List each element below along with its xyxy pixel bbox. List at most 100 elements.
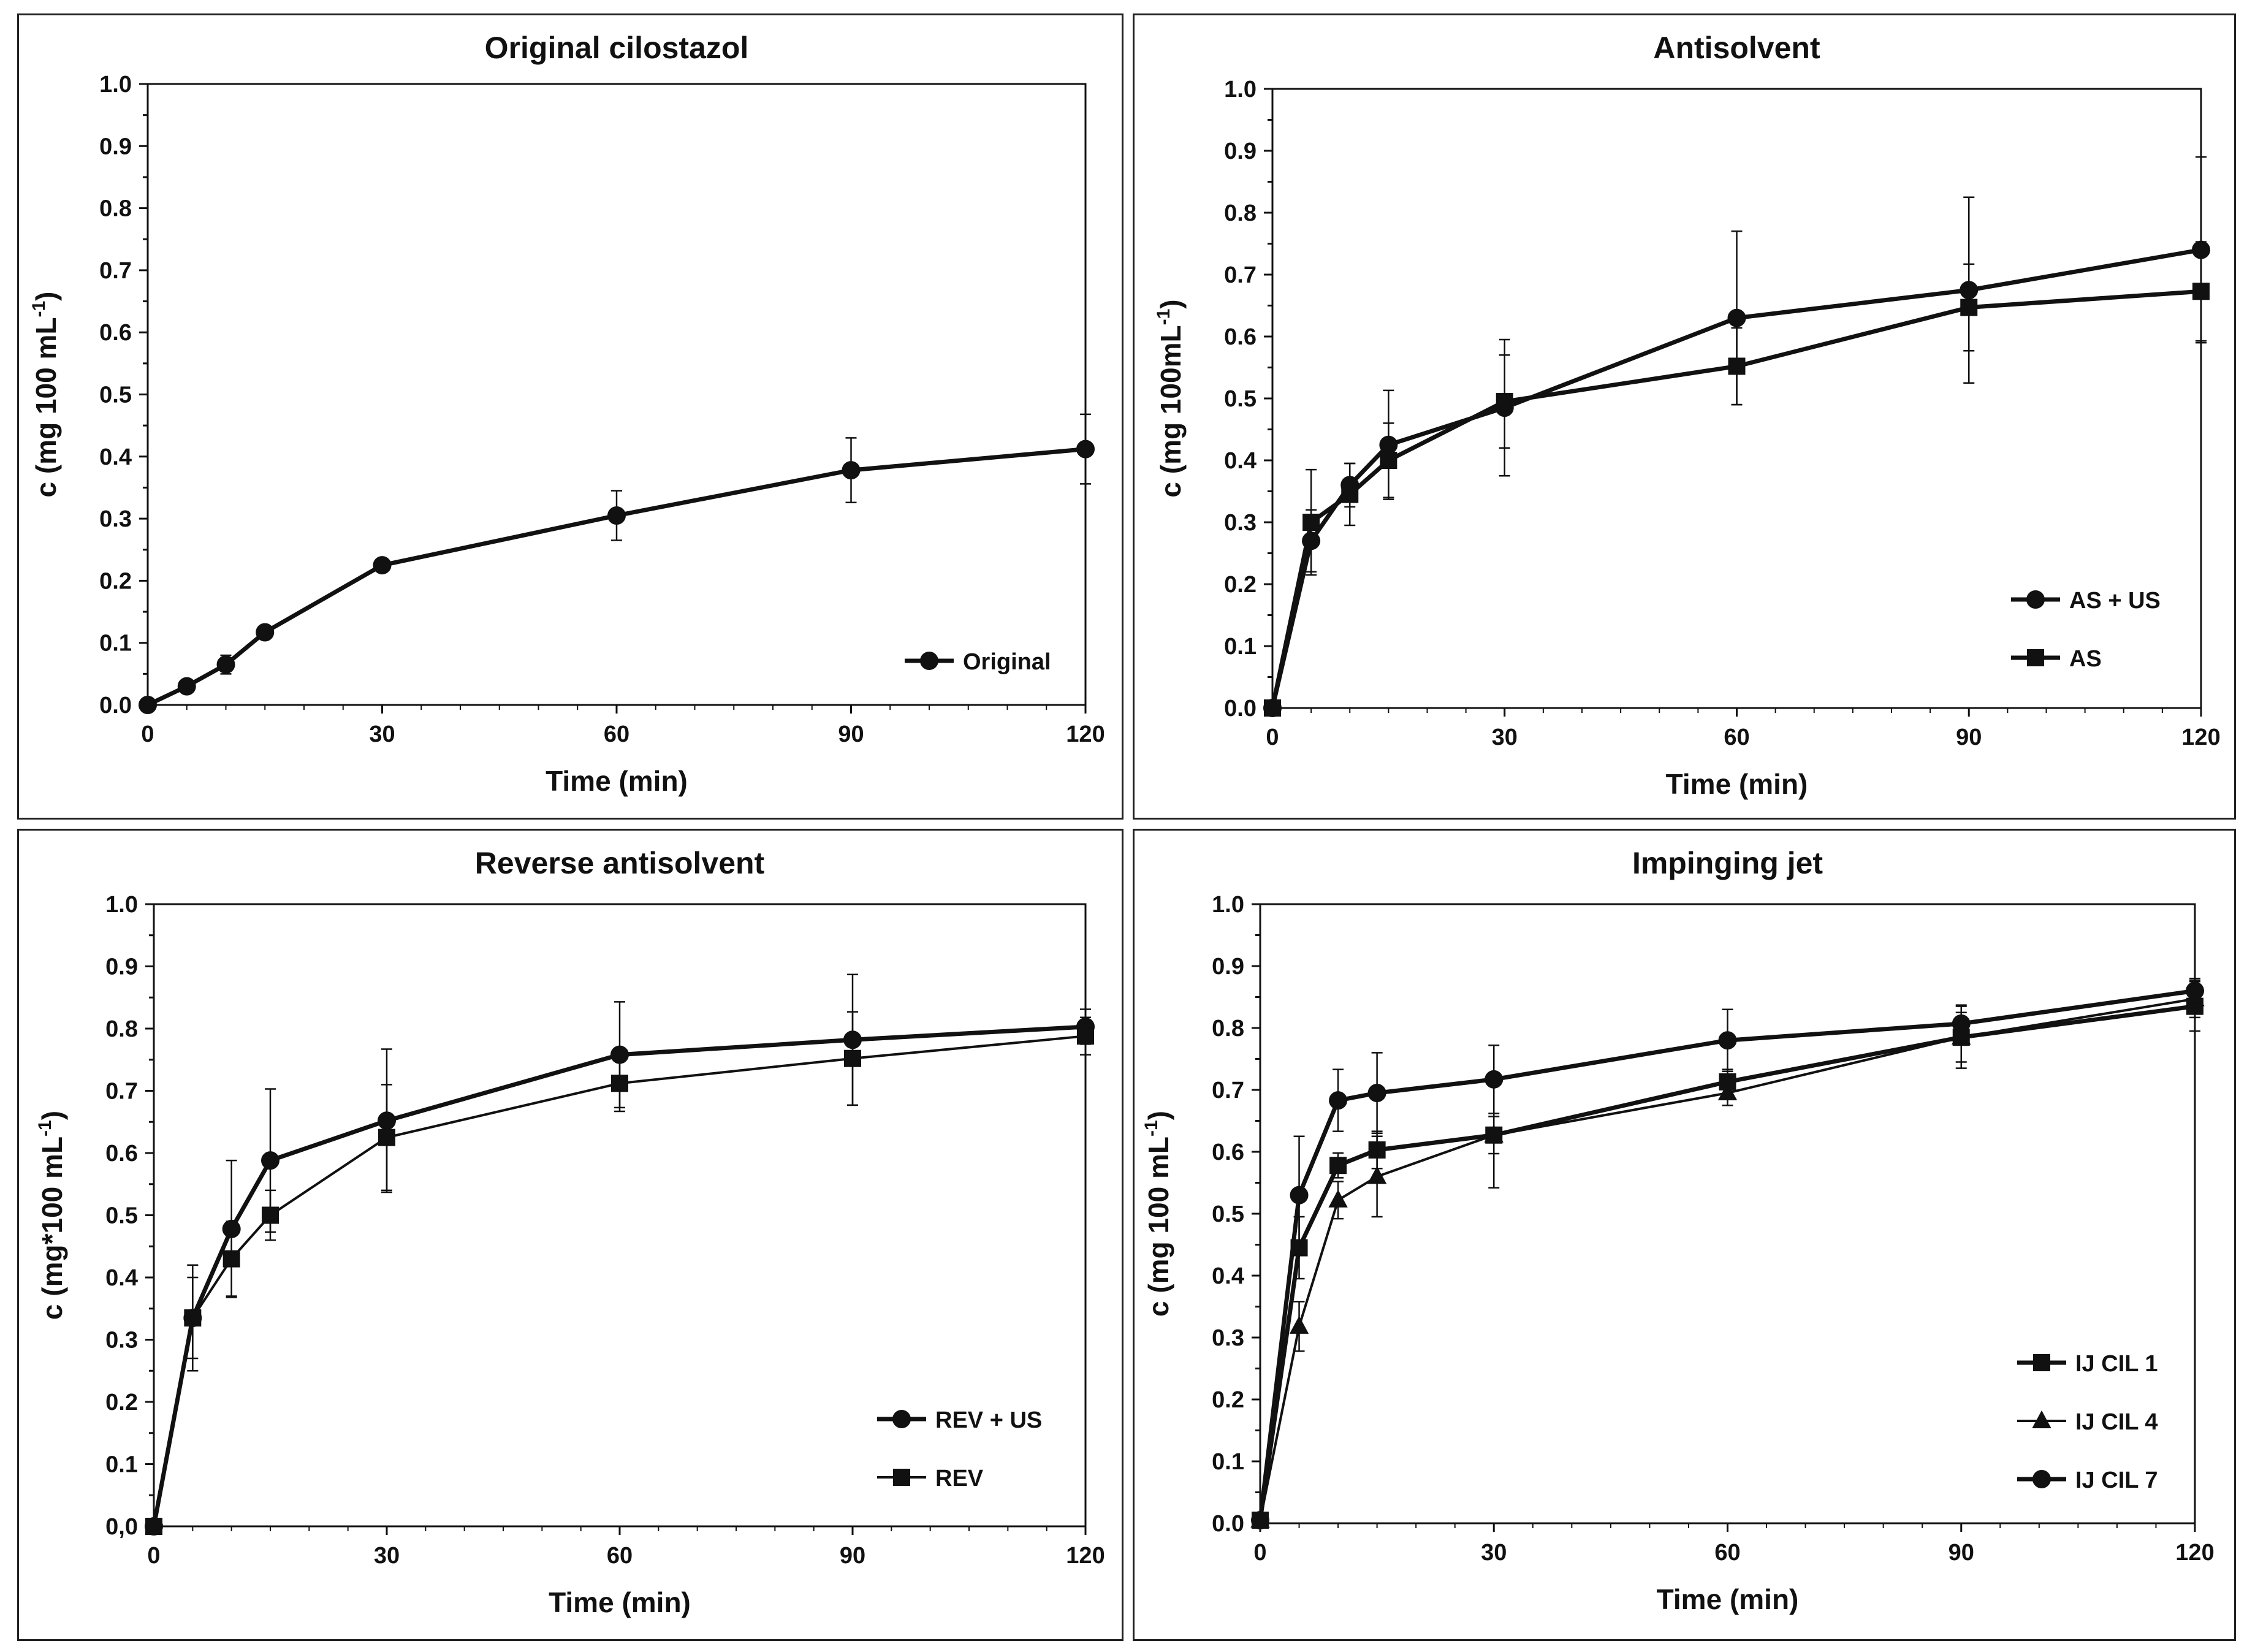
legend-ij-cil-7-point-0 xyxy=(2032,1470,2051,1488)
y-tick-label: 0.1 xyxy=(99,631,132,657)
plot-frame xyxy=(1259,903,2196,1524)
legend-rev-point-0 xyxy=(893,1469,910,1486)
panel-antisolvent: Antisolvent 0.0 0.1 0.2 0.3 0.4 0.5 0.6 0.7 0.8 0.… xyxy=(1133,13,2236,820)
chart-svg: Original cilostazol 0.0 0.1 0.2 0.3 0.4 0.5 0.6… xyxy=(29,31,1105,797)
y-tick-label: 0.9 xyxy=(105,954,138,980)
ij-cil-4-line xyxy=(1259,997,2196,1521)
original-point-0 xyxy=(139,696,157,714)
y-tick-label: 0.4 xyxy=(105,1265,138,1291)
series-rev xyxy=(145,1011,1094,1535)
rev-line xyxy=(153,1035,1086,1527)
y-tick-label: 0.5 xyxy=(1212,1201,1244,1227)
y-tick-label: 1.0 xyxy=(1212,892,1244,918)
rev-point-5 xyxy=(611,1075,628,1092)
y-tick-label: 0.2 xyxy=(1212,1387,1244,1413)
original-point-1 xyxy=(177,677,196,696)
as-point-0 xyxy=(1264,699,1281,717)
x-tick-label: 90 xyxy=(838,721,864,747)
chart-svg: Reverse antisolvent 0,0 0.1 0.2 0.3 0.4 0.5 0.6… xyxy=(35,846,1105,1618)
rev-point-4 xyxy=(378,1129,395,1146)
rev-point-0 xyxy=(145,1518,162,1535)
x-axis-label: Time (min) xyxy=(549,1586,691,1618)
plot-frame xyxy=(146,83,1087,706)
legend-label: AS xyxy=(2069,646,2102,672)
as-point-1 xyxy=(1302,514,1320,531)
y-tick-label: 0.2 xyxy=(105,1390,138,1415)
legend-item-as-us: AS + US xyxy=(2011,588,2161,614)
x-tick-label: 60 xyxy=(604,721,629,747)
as-us-line xyxy=(1270,248,2202,709)
legend-item-ij-cil-1: IJ CIL 1 xyxy=(2017,1351,2158,1377)
y-tick-label: 0.5 xyxy=(105,1203,138,1229)
y-tick-label: 0.8 xyxy=(105,1016,138,1042)
legend-label: Original xyxy=(963,649,1051,675)
y-tick-label: 0.8 xyxy=(99,196,132,222)
y-tick-label: 0.8 xyxy=(1224,200,1257,226)
as-point-7 xyxy=(2192,283,2210,300)
y-tick-label: 1.0 xyxy=(1224,77,1257,102)
ij-cil-4-point-1 xyxy=(1289,1315,1309,1334)
y-tick-label: 0.5 xyxy=(1224,386,1257,412)
y-tick-label: 0.4 xyxy=(99,444,132,470)
y-tick-label: 0.2 xyxy=(1224,572,1257,598)
original-point-6 xyxy=(842,461,861,480)
y-tick-label: 0.1 xyxy=(105,1452,138,1478)
y-tick-label: 0.3 xyxy=(105,1328,138,1353)
y-tick-label: 0.4 xyxy=(1224,448,1257,474)
x-tick-label: 60 xyxy=(1714,1540,1740,1566)
panel-impinging-jet: Impinging jet 0.0 0.1 0.2 0.3 0.4 0.5 0.6 0.7 0.8… xyxy=(1133,829,2236,1641)
y-tick-label: 1.0 xyxy=(99,72,132,97)
y-tick-label: 0.9 xyxy=(1212,954,1244,980)
chart-svg: Impinging jet 0.0 0.1 0.2 0.3 0.4 0.5 0.6 0.7 0.8… xyxy=(1141,846,2215,1615)
y-tick-label: 0.3 xyxy=(1224,510,1257,536)
panel-original-cilostazol: Original cilostazol 0.0 0.1 0.2 0.3 0.4 0.5 0.6… xyxy=(17,13,1124,820)
original-line xyxy=(146,447,1086,707)
as-point-4 xyxy=(1496,393,1513,411)
y-tick-label: 0.9 xyxy=(99,134,132,159)
y-tick-label: 0,0 xyxy=(105,1514,138,1540)
rev-us-line xyxy=(151,1024,1086,1527)
legend-original-point-0 xyxy=(920,652,938,670)
x-tick-label: 120 xyxy=(1066,1543,1104,1569)
ij-cil-1-line xyxy=(1258,1004,2196,1521)
y-tick-label: 0.3 xyxy=(1212,1325,1244,1351)
ij-cil-4-point-3 xyxy=(1367,1166,1387,1184)
ij-cil-7-point-6 xyxy=(1952,1014,1971,1033)
y-tick-label: 1.0 xyxy=(105,892,138,918)
x-tick-label: 0 xyxy=(141,721,154,747)
ij-cil-7-point-7 xyxy=(2186,981,2204,1000)
ij-cil-7-point-5 xyxy=(1718,1031,1737,1050)
chart-svg: Antisolvent 0.0 0.1 0.2 0.3 0.4 0.5 0.6 0.7 0.8 0.… xyxy=(1154,31,2221,800)
legend-ij-cil-1-point-0 xyxy=(2033,1354,2050,1371)
ij-cil-7-line xyxy=(1258,988,2196,1521)
x-axis-label: Time (min) xyxy=(1666,768,1808,800)
y-axis-label: c (mg*100 mL-1) xyxy=(35,1111,68,1320)
ij-cil-4-point-4 xyxy=(1484,1124,1504,1143)
chart-title: Impinging jet xyxy=(1632,846,1823,880)
y-tick-label: 0.1 xyxy=(1224,634,1257,660)
rev-point-3 xyxy=(262,1206,279,1224)
legend-item-ij-cil-4: IJ CIL 4 xyxy=(2017,1409,2158,1435)
y-tick-label: 0.7 xyxy=(1224,262,1257,288)
ij-cil-7-point-2 xyxy=(1329,1091,1348,1110)
y-tick-label: 0.6 xyxy=(1212,1140,1244,1165)
series-ij-cil-7 xyxy=(1251,977,2204,1529)
y-tick-label: 0.2 xyxy=(99,568,132,594)
x-tick-label: 30 xyxy=(369,721,395,747)
ij-cil-7-point-4 xyxy=(1485,1070,1504,1089)
legend-rev-us-point-0 xyxy=(892,1410,911,1428)
ij-cil-7-point-3 xyxy=(1367,1084,1386,1103)
chart-title: Original cilostazol xyxy=(485,31,749,65)
legend-label: REV + US xyxy=(935,1407,1042,1433)
as-us-point-5 xyxy=(1727,308,1746,327)
legend-label: REV xyxy=(935,1466,984,1491)
rev-point-1 xyxy=(184,1309,202,1327)
x-tick-label: 90 xyxy=(1949,1540,1974,1566)
y-tick-label: 0.6 xyxy=(99,320,132,346)
original-point-2 xyxy=(216,655,235,674)
ij-cil-7-point-0 xyxy=(1251,1510,1269,1529)
original-point-7 xyxy=(1076,440,1095,459)
ij-cil-4-point-2 xyxy=(1328,1189,1348,1208)
y-tick-label: 0.5 xyxy=(99,383,132,408)
original-point-3 xyxy=(256,623,275,642)
